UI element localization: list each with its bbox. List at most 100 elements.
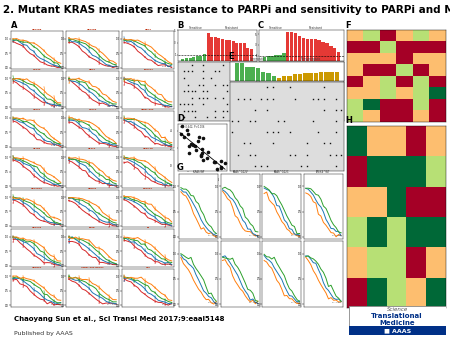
Bar bbox=[302, 38, 305, 61]
Title: OVCAR10: OVCAR10 bbox=[31, 188, 43, 189]
Text: CI = 0.622: CI = 0.622 bbox=[107, 224, 117, 225]
Bar bbox=[181, 59, 184, 61]
Title: OVCAR8: OVCAR8 bbox=[32, 29, 42, 30]
Bar bbox=[271, 76, 276, 81]
Text: G: G bbox=[177, 163, 184, 172]
Title: F4: F4 bbox=[146, 227, 149, 228]
Text: C: C bbox=[258, 21, 264, 30]
Title: UPN251: UPN251 bbox=[32, 267, 42, 268]
Bar bbox=[290, 32, 293, 61]
Title: KRAS^G12C: KRAS^G12C bbox=[274, 170, 290, 174]
Text: CI = 0.658: CI = 0.658 bbox=[207, 235, 217, 236]
Bar bbox=[240, 64, 244, 81]
Bar bbox=[239, 43, 242, 61]
Bar bbox=[303, 73, 307, 81]
Title: HOC7: HOC7 bbox=[89, 69, 96, 70]
Text: CI = 0.965: CI = 0.965 bbox=[291, 235, 300, 236]
Bar bbox=[225, 40, 228, 61]
Bar bbox=[277, 78, 281, 81]
Text: CI = 0.672: CI = 0.672 bbox=[162, 304, 173, 305]
Text: CI = 0.538: CI = 0.538 bbox=[291, 302, 300, 303]
Point bbox=[217, 158, 225, 164]
Text: D: D bbox=[177, 114, 184, 123]
Title: OVCAR5: OVCAR5 bbox=[87, 29, 98, 30]
Text: CI = 0.930: CI = 0.930 bbox=[207, 302, 217, 303]
Point bbox=[198, 152, 205, 158]
Text: CI = 0.815: CI = 0.815 bbox=[51, 224, 62, 225]
Bar bbox=[235, 63, 239, 81]
Text: CI = 0.666: CI = 0.666 bbox=[51, 66, 62, 67]
Text: CI = 1.058: CI = 1.058 bbox=[107, 106, 117, 107]
Text: CI = 0.544: CI = 0.544 bbox=[162, 264, 173, 265]
Point bbox=[186, 150, 193, 155]
Title: UWB1.289 BRCA1: UWB1.289 BRCA1 bbox=[81, 267, 104, 268]
Bar bbox=[314, 39, 317, 61]
Point bbox=[189, 142, 197, 148]
Bar bbox=[292, 74, 297, 81]
Point bbox=[199, 136, 207, 141]
Bar bbox=[263, 57, 266, 61]
Bar bbox=[243, 43, 246, 61]
Text: CI = 1.127: CI = 1.127 bbox=[51, 106, 62, 107]
Text: CI = 1.062: CI = 1.062 bbox=[162, 224, 173, 225]
Text: ■ AAAS: ■ AAAS bbox=[383, 328, 411, 333]
Title: OVCA43: OVCA43 bbox=[32, 227, 42, 228]
Point bbox=[218, 164, 225, 170]
Bar bbox=[287, 76, 292, 81]
Bar bbox=[349, 326, 446, 335]
Bar bbox=[245, 67, 250, 81]
Title: SKOV31: SKOV31 bbox=[143, 188, 153, 189]
Bar bbox=[314, 73, 318, 81]
Text: A: A bbox=[11, 21, 18, 30]
Bar bbox=[261, 72, 266, 81]
Bar bbox=[282, 53, 286, 61]
Bar bbox=[310, 39, 313, 61]
Bar bbox=[217, 38, 220, 61]
Bar bbox=[185, 58, 188, 61]
Bar bbox=[235, 43, 239, 61]
Title: FOSE: FOSE bbox=[89, 227, 96, 228]
Bar bbox=[334, 72, 339, 81]
Title: OAW42: OAW42 bbox=[88, 188, 97, 189]
Title: TOV212: TOV212 bbox=[143, 69, 153, 70]
Bar bbox=[228, 40, 231, 61]
Text: CI = 0.938: CI = 0.938 bbox=[51, 264, 62, 265]
Bar bbox=[329, 46, 333, 61]
Text: CI = 0.589: CI = 0.589 bbox=[249, 302, 258, 303]
Text: CI = 0.500: CI = 0.500 bbox=[107, 264, 117, 265]
Text: CI = 0.921: CI = 0.921 bbox=[51, 185, 62, 186]
Title: PREX4^WT: PREX4^WT bbox=[316, 170, 331, 174]
Title: HEY14: HEY14 bbox=[88, 108, 97, 110]
Text: Synergistic: Synergistic bbox=[250, 57, 266, 61]
Bar bbox=[325, 43, 328, 61]
Point bbox=[196, 134, 203, 139]
Text: CI = 0.543: CI = 0.543 bbox=[333, 302, 342, 303]
Point bbox=[221, 160, 229, 166]
Title: A2780: A2780 bbox=[33, 148, 41, 149]
Title: KRAS WT: KRAS WT bbox=[193, 170, 204, 174]
Text: F: F bbox=[346, 21, 351, 30]
Text: r = -0.642, P<0.006: r = -0.642, P<0.006 bbox=[180, 125, 205, 129]
Point bbox=[183, 127, 190, 132]
Bar bbox=[203, 54, 206, 61]
Bar bbox=[324, 72, 328, 81]
Text: CI = 0.718: CI = 0.718 bbox=[107, 185, 117, 186]
Text: Science: Science bbox=[387, 307, 408, 312]
Bar bbox=[256, 68, 260, 81]
Bar bbox=[207, 33, 210, 61]
Text: CI = 0.884: CI = 0.884 bbox=[333, 235, 342, 236]
Text: Translational: Translational bbox=[371, 313, 423, 319]
Bar bbox=[266, 73, 271, 81]
Bar bbox=[210, 37, 213, 61]
Bar bbox=[251, 67, 255, 81]
Bar bbox=[278, 55, 282, 61]
Bar bbox=[282, 76, 287, 81]
Text: H: H bbox=[346, 116, 352, 125]
Bar bbox=[221, 39, 224, 61]
Point bbox=[203, 155, 211, 161]
Point bbox=[198, 146, 206, 152]
Point bbox=[211, 160, 218, 165]
Bar bbox=[317, 40, 321, 61]
Bar bbox=[349, 306, 446, 330]
Text: Sensitive: Sensitive bbox=[269, 26, 283, 30]
